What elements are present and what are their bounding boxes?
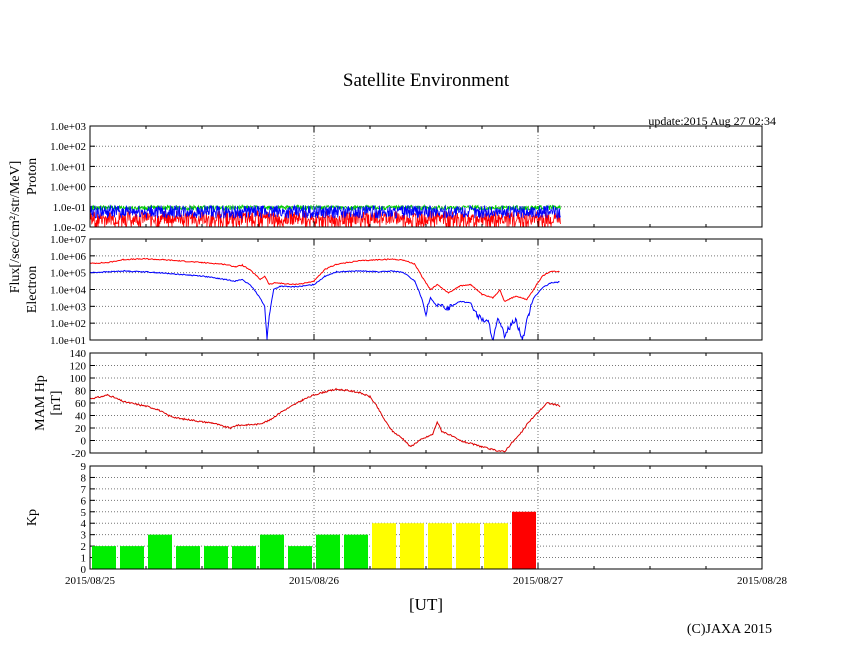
y-tick-label: 1.0e+00	[50, 182, 86, 194]
series-line	[89, 204, 561, 220]
y-tick-label: 1.0e+03	[50, 301, 86, 313]
panel-proton: 1.0e-02 1.0e-01 1.0e+00 1.0e+01 1.0e+02 1.0e+…	[25, 121, 763, 234]
kp-bar	[484, 523, 508, 569]
y-tick-label: 1.0e+02	[50, 141, 86, 153]
panel-ylabel: Electron	[25, 266, 40, 313]
y-tick-label: -20	[71, 448, 86, 460]
kp-bar	[456, 523, 480, 569]
y-tick-label: 20	[75, 423, 87, 435]
kp-bar	[120, 546, 144, 569]
kp-bar	[260, 534, 284, 569]
flux-axis-label: Flux[/sec/cm²/str/MeV]	[8, 161, 23, 294]
y-tick-label: 1.0e+07	[50, 234, 86, 246]
kp-bar	[428, 523, 452, 569]
y-tick-label: 1.0e+02	[50, 318, 86, 330]
kp-bar	[92, 546, 116, 569]
y-tick-label: 40	[75, 411, 87, 423]
panel-ylabel: MAM Hp	[33, 375, 48, 431]
x-tick-label: 2015/08/28	[737, 575, 788, 587]
panel-electron: 1.0e+01 1.0e+02 1.0e+03 1.0e+04 1.0e+05 1.0e+…	[25, 234, 763, 347]
panel-ylabel: Proton	[25, 158, 40, 195]
y-tick-label: 80	[75, 386, 87, 398]
chart-title: Satellite Environment	[343, 70, 510, 91]
kp-bar	[232, 546, 256, 569]
y-tick-label: 0	[81, 436, 87, 448]
y-tick-label: 1.0e-02	[53, 222, 86, 234]
y-tick-label: 0	[81, 564, 87, 576]
y-tick-label: 120	[70, 361, 87, 373]
panel-ylabel-unit: [nT]	[49, 391, 64, 416]
panel-ylabel: Kp	[25, 509, 40, 526]
y-tick-label: 3	[81, 530, 87, 542]
y-tick-label: 4	[81, 518, 87, 530]
kp-bar	[148, 534, 172, 569]
kp-bar	[316, 534, 340, 569]
kp-bar	[176, 546, 200, 569]
y-tick-label: 8	[81, 472, 87, 484]
x-axis-label: [UT]	[409, 595, 443, 614]
x-tick-label: 2015/08/26	[289, 575, 340, 587]
y-tick-label: 140	[70, 348, 87, 360]
y-tick-label: 6	[81, 495, 87, 507]
kp-bar	[344, 534, 368, 569]
series-line	[89, 257, 560, 302]
y-tick-label: 9	[81, 461, 87, 473]
series-line	[89, 203, 561, 212]
y-tick-label: 60	[75, 398, 87, 410]
y-tick-label: 1.0e+06	[50, 251, 86, 263]
copyright: (C)JAXA 2015	[687, 622, 772, 637]
y-tick-label: 1.0e+04	[50, 285, 86, 297]
kp-bar	[288, 546, 312, 569]
y-tick-label: 5	[81, 507, 87, 519]
x-tick-label: 2015/08/27	[513, 575, 564, 587]
y-tick-label: 1.0e+01	[50, 335, 86, 347]
x-tick-label: 2015/08/25	[65, 575, 116, 587]
y-tick-label: 1	[81, 553, 87, 565]
y-tick-label: 1.0e+03	[50, 121, 86, 133]
series-line	[89, 269, 560, 341]
y-tick-label: 1.0e-01	[53, 202, 86, 214]
y-tick-label: 7	[81, 484, 87, 496]
y-tick-label: 1.0e+05	[50, 268, 86, 280]
y-tick-label: 100	[70, 373, 87, 385]
kp-bar	[512, 511, 536, 569]
kp-bar	[372, 523, 396, 569]
plot-panels: 1.0e-021.0e-011.0e+001.0e+011.0e+021.0e+…	[25, 121, 788, 587]
kp-bar	[204, 546, 228, 569]
series-line	[89, 387, 561, 453]
kp-bar	[400, 523, 424, 569]
update-timestamp: update:2015 Aug 27 02:34	[648, 114, 776, 128]
y-tick-label: 2	[81, 541, 87, 553]
y-tick-label: 1.0e+01	[50, 161, 86, 173]
